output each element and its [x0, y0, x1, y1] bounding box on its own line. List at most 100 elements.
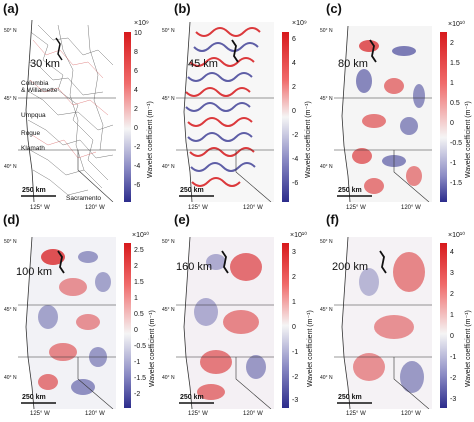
colorbar-tick: 4 [450, 249, 454, 256]
panel-a: (a) 50° N 45° N 40° N [0, 0, 158, 215]
lat-label-mid: 45° N [4, 96, 17, 102]
lon-label-left: 125° W [346, 205, 366, 211]
colorbar-tick: 2 [134, 263, 138, 270]
lat-label-bottom: 40° N [320, 375, 333, 381]
lat-label-top: 50° N [320, 28, 333, 34]
colorbar-tick: -4 [292, 156, 299, 163]
colorbar-label: Wavelet coefficient (m⁻¹) [147, 101, 154, 178]
lon-label-left: 125° W [188, 205, 208, 211]
colorbar-exponent: ×10¹⁰ [448, 21, 466, 28]
colorbar-exponent: ×10¹⁰ [132, 232, 150, 239]
colorbar-gradient [440, 32, 447, 202]
colorbar-label: Wavelet coefficient (m⁻¹) [465, 101, 472, 178]
colorbar-gradient [282, 32, 289, 202]
colorbar-tick: -4 [134, 163, 141, 170]
wavelength-label: 30 km [30, 58, 60, 70]
colorbar-tick: 0 [450, 333, 454, 340]
lon-label-right: 120° W [243, 411, 263, 417]
colorbar-tick: 4 [292, 60, 296, 67]
colorbar-tick: -0.5 [450, 140, 463, 147]
colorbar-tick: 1 [450, 312, 454, 319]
lon-label-left: 125° W [30, 205, 50, 211]
lat-label-top: 50° N [4, 239, 17, 245]
panel-c: (c) 50° N 45° N 40° N 250 km 80 km 125° … [316, 0, 474, 215]
scale-bar-label: 250 km [180, 394, 204, 401]
wavelength-label: 45 km [188, 58, 218, 70]
colorbar-tick: 2 [292, 274, 296, 281]
colorbar-label: Wavelet coefficient (m⁻¹) [149, 310, 156, 387]
colorbar-tick: 1 [292, 299, 296, 306]
panel-d: (d) 50° N 45° N 40° N 250 km 100 km 125°… [0, 211, 158, 422]
colorbar-tick: 3 [292, 249, 296, 256]
place-columbia: Columbia [21, 80, 49, 87]
colorbar-tick: 0 [292, 324, 296, 331]
scale-bar-label: 250 km [338, 187, 362, 194]
scale-bar-label: 250 km [180, 187, 204, 194]
colorbar-ticks: 2.5 2 1.5 1 0.5 0 -0.5 -1 -1.5 -2 [134, 247, 148, 407]
colorbar-tick: 8 [134, 49, 138, 56]
colorbar-gradient [440, 243, 447, 408]
place-willamette: & Willamette [21, 87, 58, 94]
colorbar-ticks: 2 1.5 1 0.5 0 -0.5 -1 -1.5 [450, 40, 464, 190]
panel-label: (c) [326, 1, 342, 16]
colorbar-gradient [124, 243, 131, 408]
colorbar-tick: -2 [134, 391, 141, 398]
colorbar-tick: 1 [134, 295, 138, 302]
colorbar-ticks: 10 8 6 4 2 0 -2 -4 -6 [134, 30, 148, 200]
colorbar-tick: -1 [292, 349, 299, 356]
map-image: 250 km [18, 237, 116, 409]
lat-label-bottom: 40° N [162, 164, 175, 170]
colorbar-tick: -1 [450, 354, 457, 361]
lon-label-left: 125° W [346, 411, 366, 417]
colorbar-tick: -2 [292, 132, 299, 139]
lon-label-right: 120° W [401, 411, 421, 417]
panel-label: (b) [174, 1, 191, 16]
colorbar-label: Wavelet coefficient (m⁻¹) [307, 310, 314, 387]
colorbar-exponent: ×10¹⁰ [448, 232, 466, 239]
lat-label-mid: 45° N [320, 307, 333, 313]
wavelength-label: 160 km [176, 261, 213, 273]
map-image: 250 km [334, 237, 432, 409]
scale-bar-label: 250 km [22, 187, 46, 194]
lat-label-top: 50° N [320, 239, 333, 245]
colorbar-tick: -0.5 [134, 343, 147, 350]
colorbar-tick: 2 [450, 291, 454, 298]
panel-label: (f) [326, 212, 339, 227]
wavelength-label: 100 km [16, 266, 53, 278]
lat-label-mid: 45° N [320, 96, 333, 102]
colorbar-tick: 4 [134, 87, 138, 94]
colorbar-gradient [124, 32, 131, 202]
colorbar-tick: -3 [450, 396, 457, 403]
colorbar-tick: -1.5 [134, 375, 147, 382]
colorbar-tick: -1.5 [450, 180, 463, 187]
wavelength-label: 200 km [332, 261, 369, 273]
colorbar-tick: 2 [134, 106, 138, 113]
colorbar-tick: -2 [134, 144, 141, 151]
colorbar-tick: -2 [450, 375, 457, 382]
lon-label-right: 120° W [85, 205, 105, 211]
colorbar-exponent: ×10⁹ [292, 20, 307, 27]
colorbar-tick: -6 [292, 180, 299, 187]
lat-label-bottom: 40° N [162, 375, 175, 381]
colorbar-exponent: ×10¹⁰ [290, 232, 308, 239]
lon-label-left: 125° W [188, 411, 208, 417]
colorbar-label: Wavelet coefficient (m⁻¹) [465, 310, 472, 387]
lat-label-mid: 45° N [162, 96, 175, 102]
lat-label-top: 50° N [4, 28, 17, 34]
lat-label-top: 50° N [162, 239, 175, 245]
colorbar-gradient [282, 243, 289, 408]
place-umpqua: Umpqua [21, 112, 46, 119]
map-image: 250 km [18, 20, 116, 202]
colorbar-ticks: 3 2 1 0 -1 -2 -3 [292, 249, 306, 405]
colorbar-tick: 0.5 [450, 100, 460, 107]
place-rogue: Rogue [21, 130, 41, 137]
lat-label-mid: 45° N [162, 307, 175, 313]
wavelength-label: 80 km [338, 58, 368, 70]
lat-label-bottom: 40° N [4, 164, 17, 170]
colorbar-tick: 0 [450, 120, 454, 127]
map-image: 250 km [176, 22, 274, 202]
colorbar-tick: -6 [134, 182, 141, 189]
lon-label-right: 120° W [85, 411, 105, 417]
lat-label-mid: 45° N [4, 307, 17, 313]
colorbar-tick: -1 [450, 160, 457, 167]
